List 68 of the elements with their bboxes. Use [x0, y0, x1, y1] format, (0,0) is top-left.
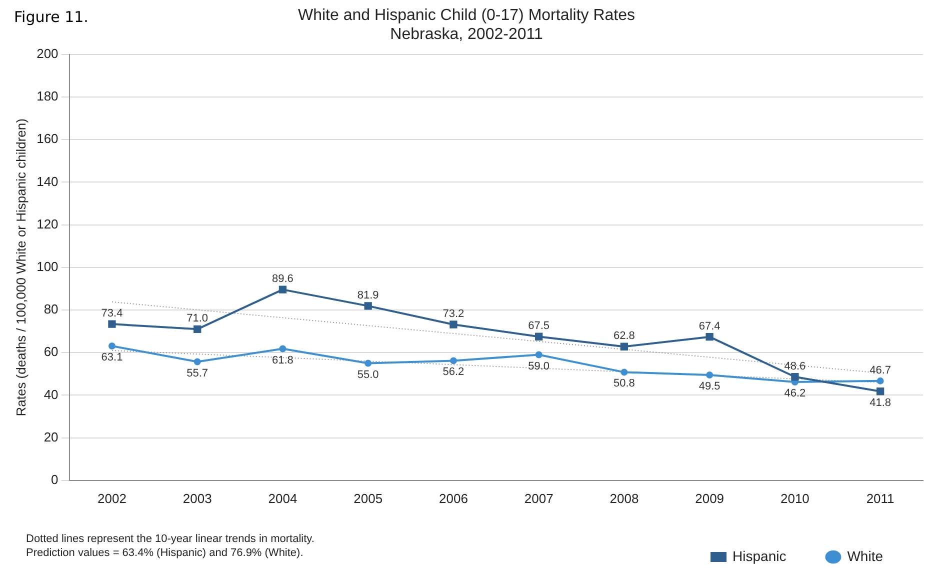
x-tick-label: 2010	[780, 490, 810, 506]
y-tick-label: 160	[36, 131, 58, 146]
point	[278, 286, 287, 294]
point	[450, 320, 458, 328]
data-label: 73.2	[442, 308, 464, 320]
point	[364, 302, 372, 310]
point	[108, 320, 116, 328]
x-tick-label: 2003	[182, 490, 212, 506]
data-label: 56.2	[442, 366, 464, 378]
point	[450, 357, 457, 364]
point	[706, 371, 714, 378]
data-label: 89.6	[272, 273, 294, 286]
point	[194, 358, 201, 366]
y-tick-label: 80	[44, 302, 58, 317]
point	[535, 332, 543, 340]
data-label: 61.8	[272, 354, 294, 366]
y-tick-label: 0	[51, 472, 58, 487]
point	[279, 345, 286, 352]
data-label: 67.4	[698, 320, 720, 332]
point	[620, 368, 628, 376]
text: Nebraska, 2002-2011	[390, 26, 543, 44]
point	[876, 377, 884, 384]
data-label: 46.2	[784, 388, 806, 400]
data-label: 46.7	[870, 364, 892, 376]
point	[364, 360, 372, 367]
x-tick-label: 2009	[695, 490, 724, 506]
legend-label: White	[847, 548, 884, 564]
caption: Figure 11.	[14, 8, 88, 26]
x-tick-label: 2002	[98, 490, 126, 506]
data-label: 71.0	[186, 312, 208, 325]
point	[535, 351, 542, 358]
point	[706, 333, 714, 341]
point	[108, 342, 116, 350]
data-label: 62.8	[613, 330, 635, 342]
x-tick-label: 2006	[439, 490, 468, 506]
data-label: 41.8	[870, 396, 892, 409]
y-tick-label: 140	[36, 174, 58, 189]
y-tick-label: 120	[36, 216, 58, 232]
data-label: 49.5	[698, 380, 720, 392]
data-label: 81.9	[357, 289, 379, 302]
text: White and Hispanic Child (0-17) Mortality Rates	[298, 7, 636, 24]
x-tick-label: 2011	[866, 490, 894, 506]
point	[876, 388, 884, 396]
x-tick-label: 2007	[524, 490, 554, 506]
data-label: 63.1	[101, 352, 123, 364]
y-tick-label: 60	[44, 344, 58, 360]
x-tick-label: 2004	[268, 490, 298, 506]
data-label: 55.0	[357, 368, 379, 381]
y-tick-label: 40	[44, 386, 58, 402]
y-tick-label: 180	[36, 88, 58, 104]
y-axis-title: Rates (deaths / 100,000 White or Hispanic children)	[13, 118, 28, 416]
point	[620, 342, 628, 350]
legend-label: Hispanic	[732, 548, 786, 564]
data-label: 67.5	[528, 320, 550, 332]
data-label: 55.7	[186, 367, 208, 380]
data-label: 50.8	[613, 378, 635, 390]
y-tick-label: 200	[36, 46, 58, 61]
data-label: 48.6	[784, 360, 806, 372]
x-tick-label: 2008	[610, 490, 639, 506]
y-tick-label: 100	[36, 258, 58, 274]
point	[791, 373, 799, 381]
y-tick-label: 20	[44, 429, 58, 444]
text: Dotted lines represent the 10-year linear trends in mortality.	[26, 532, 314, 546]
data-label: 59.0	[528, 360, 550, 372]
text: Prediction values = 63.4% (Hispanic) and 76.9% (White).	[26, 546, 304, 560]
x-tick-label: 2005	[354, 490, 383, 506]
point	[194, 325, 202, 333]
data-label: 73.4	[101, 308, 123, 320]
